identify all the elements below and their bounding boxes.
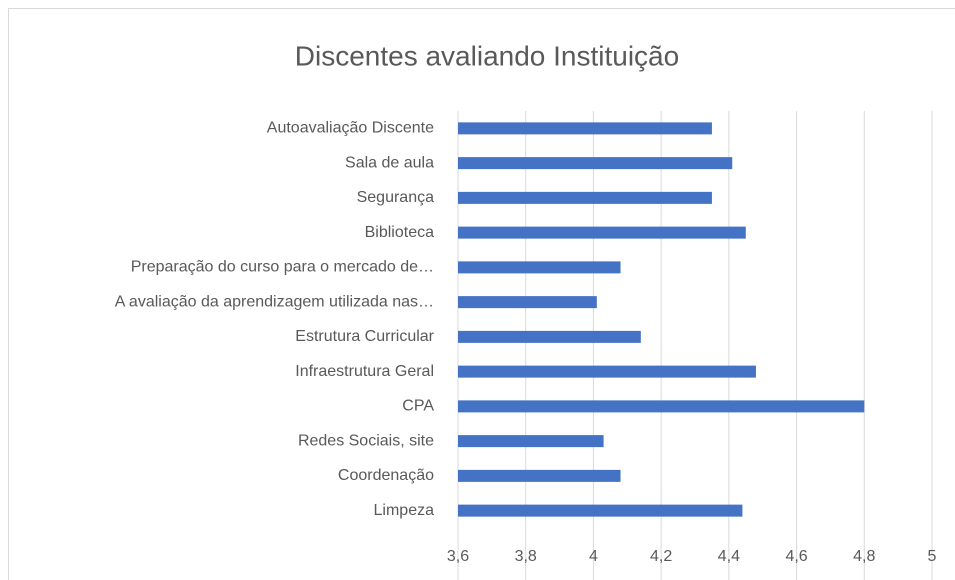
bar — [458, 226, 746, 239]
y-tick-label: Limpeza — [374, 502, 435, 519]
bar — [458, 469, 621, 482]
bar — [458, 504, 743, 517]
x-tick-label: 4,4 — [718, 548, 740, 565]
y-tick-label: Estrutura Curricular — [295, 328, 434, 345]
x-tick-label: 4,8 — [853, 548, 875, 565]
chart-frame — [8, 8, 955, 580]
bar — [458, 365, 756, 378]
x-tick-label: 3,6 — [447, 548, 469, 565]
y-tick-label: Autoavaliação Discente — [267, 120, 434, 137]
bar — [458, 330, 641, 343]
bar — [458, 191, 712, 204]
y-tick-label: Segurança — [357, 189, 434, 206]
chart-title: Discentes avaliando Instituição — [295, 40, 679, 71]
x-tick-label: 4,6 — [785, 548, 807, 565]
y-tick-label: CPA — [402, 398, 434, 415]
bar — [458, 296, 597, 309]
y-tick-label: Preparação do curso para o mercado de… — [131, 259, 434, 276]
y-tick-label: Biblioteca — [365, 224, 434, 241]
bar — [458, 400, 865, 413]
y-tick-label: Infraestrutura Geral — [295, 363, 434, 380]
bar — [458, 157, 733, 170]
y-tick-label: A avaliação da aprendizagem utilizada na… — [115, 293, 434, 310]
y-tick-label: Redes Sociais, site — [298, 432, 434, 449]
x-tick-label: 5 — [928, 548, 937, 565]
x-tick-label: 4,2 — [650, 548, 672, 565]
y-tick-label: Sala de aula — [345, 154, 434, 171]
y-tick-label: Coordenação — [338, 467, 434, 484]
x-tick-label: 3,8 — [515, 548, 537, 565]
bar — [458, 261, 621, 274]
bar — [458, 122, 712, 135]
bar — [458, 435, 604, 448]
x-tick-label: 4 — [589, 548, 598, 565]
